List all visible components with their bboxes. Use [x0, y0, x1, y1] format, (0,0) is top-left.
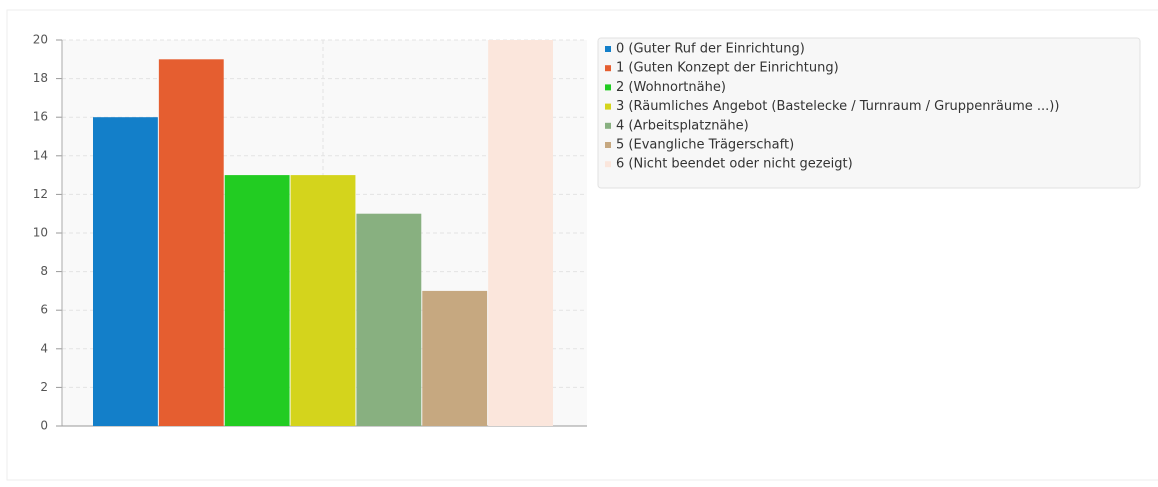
bar	[93, 117, 158, 426]
legend-marker	[605, 122, 611, 129]
y-tick-label: 12	[33, 187, 48, 201]
y-tick-label: 18	[33, 71, 48, 85]
legend-label: 4 (Arbeitsplatznähe)	[616, 118, 749, 133]
y-tick-label: 8	[40, 264, 48, 278]
legend-marker	[605, 142, 611, 148]
legend-label: 6 (Nicht beendet oder nicht gezeigt)	[616, 157, 853, 172]
legend-marker	[605, 103, 611, 110]
legend-label: 2 (Wohnortnähe)	[616, 80, 726, 95]
y-tick-label: 20	[33, 33, 48, 47]
bar	[422, 290, 488, 426]
legend-label: 5 (Evangliche Trägerschaft)	[616, 138, 794, 153]
legend	[597, 37, 1141, 189]
bar	[356, 213, 422, 426]
y-tick-label: 16	[33, 110, 48, 124]
legend-marker	[605, 65, 611, 72]
legend-label: 0 (Guter Ruf der Einrichtung)	[616, 42, 805, 57]
frame	[6, 9, 1158, 481]
bar	[158, 59, 224, 427]
y-tick-label: 2	[40, 380, 48, 394]
bar	[224, 175, 290, 426]
bar	[290, 175, 356, 426]
y-tick-label: 10	[33, 226, 48, 240]
y-tick-label: 14	[33, 148, 48, 162]
y-tick-label: 0	[40, 419, 48, 433]
legend-label: 3 (Räumliches Angebot (Bastelecke / Turn…	[616, 99, 1059, 114]
legend-marker	[605, 46, 611, 52]
legend-marker	[605, 84, 611, 91]
legend-label: 1 (Guten Konzept der Einrichtung)	[616, 61, 839, 76]
y-tick-label: 6	[40, 303, 48, 317]
y-tick-label: 4	[40, 341, 48, 355]
bar	[488, 40, 553, 426]
legend-marker	[605, 161, 611, 168]
